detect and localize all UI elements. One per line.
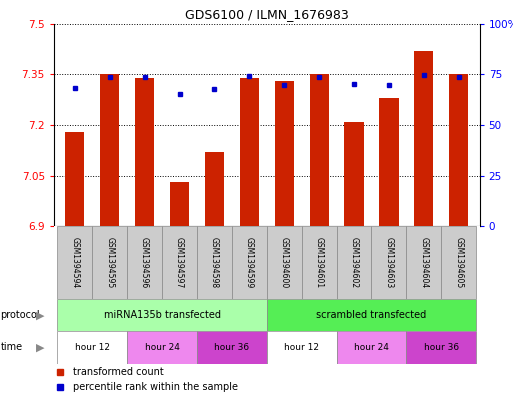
- Text: GSM1394604: GSM1394604: [419, 237, 428, 288]
- Bar: [406, 331, 476, 364]
- Text: GSM1394598: GSM1394598: [210, 237, 219, 288]
- Text: scrambled transfected: scrambled transfected: [317, 310, 427, 320]
- Bar: [344, 121, 364, 226]
- Title: GDS6100 / ILMN_1676983: GDS6100 / ILMN_1676983: [185, 8, 349, 21]
- Bar: [205, 152, 224, 226]
- Text: GSM1394596: GSM1394596: [140, 237, 149, 288]
- Text: hour 24: hour 24: [354, 343, 389, 352]
- Bar: [65, 132, 85, 226]
- Bar: [337, 226, 371, 299]
- Bar: [274, 81, 294, 226]
- Bar: [197, 331, 267, 364]
- Text: time: time: [1, 342, 23, 353]
- Text: hour 36: hour 36: [424, 343, 459, 352]
- Bar: [371, 226, 406, 299]
- Bar: [267, 331, 337, 364]
- Text: GSM1394602: GSM1394602: [349, 237, 359, 288]
- Text: protocol: protocol: [1, 310, 40, 320]
- Bar: [337, 331, 406, 364]
- Bar: [302, 226, 337, 299]
- Text: hour 12: hour 12: [284, 343, 319, 352]
- Bar: [162, 226, 197, 299]
- Text: GSM1394599: GSM1394599: [245, 237, 254, 288]
- Text: GSM1394605: GSM1394605: [454, 237, 463, 288]
- Bar: [170, 182, 189, 226]
- Text: GSM1394597: GSM1394597: [175, 237, 184, 288]
- Text: transformed count: transformed count: [73, 367, 164, 377]
- Text: miRNA135b transfected: miRNA135b transfected: [104, 310, 221, 320]
- Text: GSM1394600: GSM1394600: [280, 237, 289, 288]
- Bar: [100, 74, 120, 226]
- Bar: [379, 98, 399, 226]
- Text: GSM1394601: GSM1394601: [314, 237, 324, 288]
- Bar: [57, 331, 127, 364]
- Bar: [267, 226, 302, 299]
- Bar: [197, 226, 232, 299]
- Text: ▶: ▶: [36, 310, 44, 320]
- Bar: [449, 74, 468, 226]
- Text: GSM1394603: GSM1394603: [384, 237, 393, 288]
- Text: GSM1394595: GSM1394595: [105, 237, 114, 288]
- Bar: [232, 226, 267, 299]
- Text: hour 24: hour 24: [145, 343, 180, 352]
- Text: hour 36: hour 36: [214, 343, 249, 352]
- Bar: [414, 51, 433, 226]
- Bar: [441, 226, 476, 299]
- Text: hour 12: hour 12: [75, 343, 110, 352]
- Bar: [406, 226, 441, 299]
- Bar: [57, 299, 267, 331]
- Text: ▶: ▶: [36, 342, 44, 353]
- Bar: [127, 331, 197, 364]
- Bar: [309, 74, 329, 226]
- Bar: [135, 78, 154, 226]
- Text: percentile rank within the sample: percentile rank within the sample: [73, 382, 238, 391]
- Bar: [127, 226, 162, 299]
- Text: GSM1394594: GSM1394594: [70, 237, 80, 288]
- Bar: [267, 299, 476, 331]
- Bar: [92, 226, 127, 299]
- Bar: [240, 78, 259, 226]
- Bar: [57, 226, 92, 299]
